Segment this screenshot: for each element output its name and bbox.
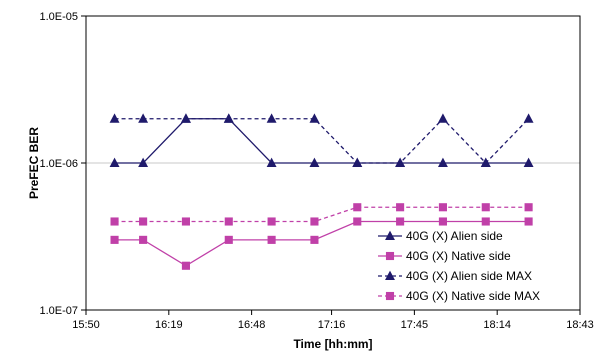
data-point [396,203,405,212]
data-point [480,157,491,168]
series-3 [109,113,534,168]
grid-layer [86,15,580,164]
series-4 [110,203,533,226]
data-point [224,217,233,226]
y-axis-title: PreFEC BER [27,127,41,199]
series-layer [109,113,534,270]
legend-marker [385,291,395,301]
y-tick-label: 1.0E-06 [39,158,78,170]
series-2 [110,217,533,270]
data-point [396,217,405,226]
data-point [109,157,120,168]
data-point [181,217,190,226]
data-point [309,113,320,123]
x-tick-label: 16:48 [238,319,266,331]
data-point [223,113,234,123]
series-line [114,206,529,223]
data-point [481,203,490,212]
data-point [267,217,276,226]
data-point [110,217,119,226]
data-point [395,157,406,168]
data-point [309,157,320,168]
legend-label: 40G (X) Native side [406,249,511,263]
legend-label: 40G (X) Native side MAX [406,289,540,303]
data-point [181,261,190,270]
data-point [437,157,448,168]
legend-label: 40G (X) Alien side MAX [406,269,532,283]
data-point [266,113,277,123]
data-point [523,113,534,123]
data-point [138,113,149,123]
data-point [524,203,533,212]
data-point [524,217,533,226]
data-point [437,113,448,123]
data-point [266,157,277,168]
data-point [267,235,276,244]
data-point [352,157,363,168]
x-axis-title: Time [hh:mm] [293,337,372,351]
data-point [310,235,319,244]
data-point [139,217,148,226]
legend-label: 40G (X) Alien side [406,229,503,243]
data-point [481,217,490,226]
data-point [224,235,233,244]
data-point [110,235,119,244]
series-line [114,117,530,164]
series-line [114,118,529,164]
x-tick-label: 18:14 [483,319,511,331]
data-point [180,113,191,123]
data-point [109,113,120,123]
tick-layer: 1.0E-07 1.0E-06 1.0E-05 15:50 16:19 16:48 17:1… [39,11,593,331]
x-tick-label: 18:43 [566,319,594,331]
data-point [438,203,447,212]
y-tick-label: 1.0E-05 [39,11,78,23]
x-tick-label: 17:45 [401,319,429,331]
data-point [438,217,447,226]
x-tick-label: 16:19 [155,319,183,331]
data-point [310,217,319,226]
data-point [139,235,148,244]
data-point [523,157,534,168]
series-1 [109,113,534,168]
legend: 40G (X) Alien side 40G (X) Native side 40G… [378,229,540,303]
legend-marker [385,270,395,281]
data-point [353,217,362,226]
legend-marker [385,230,395,241]
y-tick-label: 1.0E-07 [39,305,78,317]
data-point [353,203,362,212]
data-point [138,157,149,168]
x-tick-label: 17:16 [318,319,346,331]
x-tick-label: 15:50 [72,319,100,331]
legend-marker [385,251,395,261]
